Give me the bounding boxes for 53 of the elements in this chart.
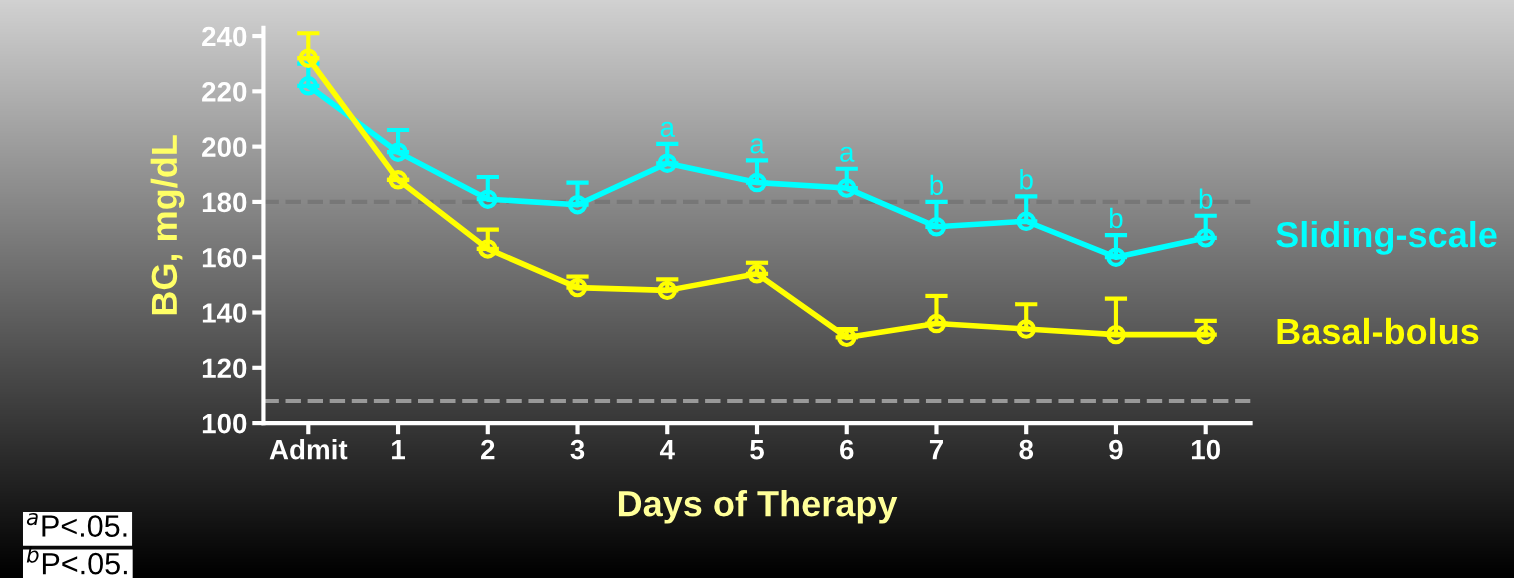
point bbox=[657, 153, 677, 173]
y-tick-label: 180 bbox=[202, 192, 247, 213]
y-tick-label: 140 bbox=[202, 303, 247, 323]
point bbox=[298, 48, 319, 68]
y-tick-label: 200 bbox=[202, 137, 247, 157]
series-label: Sliding-scale bbox=[1276, 220, 1497, 255]
x-tick-label: 6 bbox=[840, 439, 854, 460]
point bbox=[837, 178, 857, 198]
point bbox=[388, 142, 408, 162]
point bbox=[1016, 211, 1036, 231]
text: $^{a}$P<.05. bbox=[26, 512, 127, 537]
point bbox=[1195, 324, 1216, 345]
series-label: Basal-bolus bbox=[1277, 317, 1479, 345]
point bbox=[298, 76, 319, 96]
y-tick-label: 100 bbox=[202, 413, 247, 434]
point bbox=[747, 264, 767, 284]
point bbox=[1195, 228, 1216, 248]
x-tick-label: 8 bbox=[1019, 439, 1034, 460]
point bbox=[1106, 324, 1126, 345]
y-tick-label: 220 bbox=[202, 82, 247, 102]
point bbox=[1106, 247, 1126, 267]
x-tick-label: 5 bbox=[750, 440, 764, 460]
x-tick-label: 2 bbox=[481, 439, 495, 460]
point bbox=[747, 172, 767, 193]
x-tick-label: 9 bbox=[1109, 439, 1123, 460]
y-axis-title: BG, mg/dL bbox=[150, 135, 185, 315]
annotation: b bbox=[930, 174, 944, 196]
point bbox=[388, 170, 408, 190]
annotation: a bbox=[840, 146, 855, 162]
y-tick-label: 240 bbox=[202, 26, 247, 47]
point bbox=[926, 217, 947, 237]
x-tick-label: 4 bbox=[659, 440, 675, 460]
annotation: b bbox=[1110, 207, 1123, 229]
x-tick-label: 7 bbox=[929, 440, 943, 460]
x-axis-title: Days of Therapy bbox=[618, 489, 898, 524]
text: $^{b}$P<.05. bbox=[26, 546, 127, 575]
x-tick-label: 3 bbox=[570, 439, 585, 460]
point bbox=[567, 277, 588, 298]
annotation: a bbox=[750, 138, 765, 154]
point bbox=[657, 280, 677, 301]
point bbox=[1016, 319, 1036, 339]
x-tick-label: 10 bbox=[1192, 439, 1221, 460]
annotation: b bbox=[1020, 169, 1033, 190]
point bbox=[478, 189, 498, 209]
point bbox=[926, 313, 947, 334]
annotation: b bbox=[1199, 188, 1213, 209]
x-tick-label: Admit bbox=[269, 439, 348, 460]
y-tick-label: 120 bbox=[202, 358, 247, 379]
y-tick-label: 160 bbox=[202, 247, 247, 268]
point bbox=[478, 239, 498, 259]
point bbox=[567, 194, 588, 215]
x-tick-label: 1 bbox=[392, 440, 405, 460]
annotation: a bbox=[660, 121, 675, 137]
